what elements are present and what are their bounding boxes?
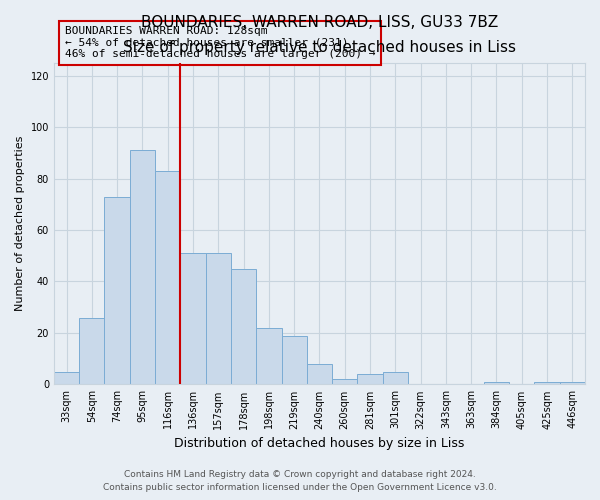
- Bar: [307, 364, 332, 384]
- Bar: [332, 380, 358, 384]
- Bar: [535, 382, 560, 384]
- Bar: [79, 318, 104, 384]
- X-axis label: Distribution of detached houses by size in Liss: Distribution of detached houses by size …: [174, 437, 464, 450]
- Title: BOUNDARIES, WARREN ROAD, LISS, GU33 7BZ
Size of property relative to detached ho: BOUNDARIES, WARREN ROAD, LISS, GU33 7BZ …: [123, 15, 516, 54]
- Bar: [358, 374, 383, 384]
- Bar: [484, 382, 509, 384]
- Text: BOUNDARIES WARREN ROAD: 128sqm
← 54% of detached houses are smaller (231)
46% of: BOUNDARIES WARREN ROAD: 128sqm ← 54% of …: [65, 26, 375, 60]
- Bar: [383, 372, 408, 384]
- Bar: [155, 171, 181, 384]
- Bar: [281, 336, 307, 384]
- Bar: [206, 253, 231, 384]
- Bar: [130, 150, 155, 384]
- Bar: [54, 372, 79, 384]
- Bar: [560, 382, 585, 384]
- Text: Contains HM Land Registry data © Crown copyright and database right 2024.
Contai: Contains HM Land Registry data © Crown c…: [103, 470, 497, 492]
- Bar: [181, 253, 206, 384]
- Bar: [104, 196, 130, 384]
- Bar: [231, 268, 256, 384]
- Bar: [256, 328, 281, 384]
- Y-axis label: Number of detached properties: Number of detached properties: [15, 136, 25, 312]
